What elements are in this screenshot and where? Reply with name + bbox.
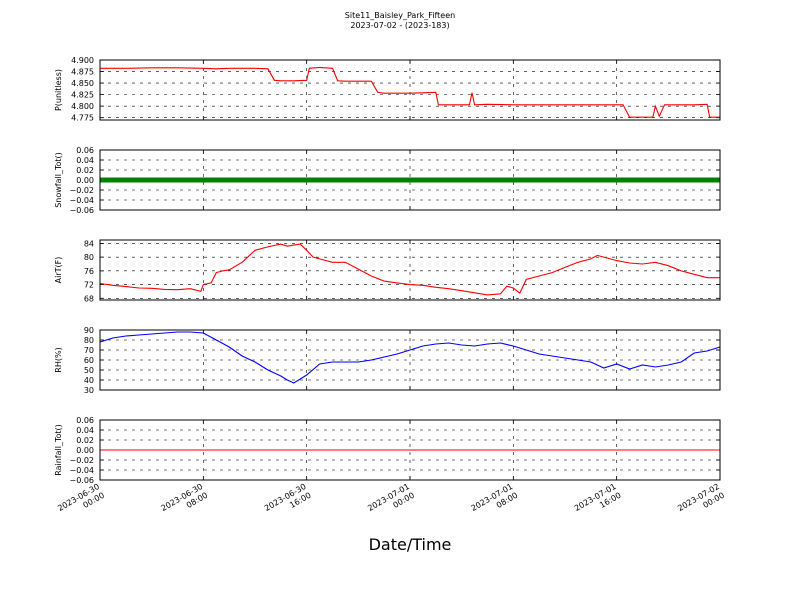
y-tick-label: 0.06 (76, 416, 94, 425)
y-axis-label: P(unitless) (54, 69, 63, 111)
x-tick-label: 2023-07-0116:00 (573, 482, 623, 522)
panel-2: −0.06−0.04−0.020.000.020.040.06 Snowfall_… (54, 146, 721, 215)
panel-frame (99, 59, 721, 121)
y-tick-label: 0.00 (76, 176, 94, 185)
x-tick-label: 2023-07-0108:00 (470, 482, 520, 522)
panel-3: 68 72 76 80 84 AirT(F) (54, 239, 721, 303)
chart-subtitle: 2023-07-02 - (2023-183) (350, 21, 449, 30)
y-tick-label: 0.06 (76, 146, 94, 155)
y-tick-label: 72 (84, 281, 94, 290)
y-tick-label: 0.02 (76, 166, 94, 175)
x-tick-label: 2023-07-0100:00 (366, 482, 416, 522)
panel-frame (99, 329, 721, 391)
y-tick-label: 0.04 (76, 426, 94, 435)
y-tick-label: 4.875 (71, 68, 94, 77)
chart-title: Site11_Baisley_Park_Fifteen (345, 11, 455, 20)
y-tick-label: 0.02 (76, 436, 94, 445)
y-tick-label: 60 (84, 356, 94, 365)
y-tick-label: 80 (84, 336, 94, 345)
panel-frame (99, 419, 721, 481)
y-tick-label: −0.06 (69, 206, 94, 215)
x-tick-label: 2023-06-3000:00 (56, 482, 106, 522)
y-tick-label: 4.800 (71, 102, 94, 111)
x-tick-label: 2023-07-0200:00 (676, 482, 726, 522)
series-line (99, 243, 720, 296)
y-tick-label: 80 (84, 253, 94, 262)
panel-frame (99, 149, 721, 211)
y-tick-label: 4.775 (71, 114, 94, 123)
y-tick-label: 70 (84, 346, 94, 355)
y-axis-label: Snowfall_Tot() (54, 152, 63, 208)
y-tick-label: 0.00 (76, 446, 94, 455)
y-tick-label: −0.02 (69, 186, 94, 195)
y-tick-label: 76 (84, 267, 94, 276)
series-line (99, 331, 721, 384)
y-tick-label: −0.04 (69, 196, 94, 205)
panel-frame (99, 239, 721, 301)
y-tick-label: −0.06 (69, 476, 94, 485)
y-axis-label: AirT(F) (54, 257, 63, 284)
y-tick-label: 4.825 (71, 91, 94, 100)
y-axis-label: RH(%) (54, 347, 63, 372)
x-tick-label: 2023-06-3016:00 (263, 482, 313, 522)
panel-1: 4.775 4.800 4.825 4.850 4.875 4.900 P(unitless… (54, 56, 721, 123)
x-tick-labels: 2023-06-3000:00 2023-06-3008:00 2023-06-30… (56, 482, 726, 522)
y-tick-label: 40 (84, 376, 94, 385)
panels-group: 4.775 4.800 4.825 4.850 4.875 4.900 P(unitless… (54, 56, 721, 485)
y-axis-label: Rainfall_Tot() (54, 424, 63, 476)
series-line (100, 66, 720, 118)
y-tick-label: 90 (84, 326, 94, 335)
y-tick-label: −0.02 (69, 456, 94, 465)
panel-5: −0.06−0.04−0.020.000.020.040.06 Rainfall_… (54, 416, 721, 485)
y-tick-label: 0.04 (76, 156, 94, 165)
y-tick-label: −0.04 (69, 466, 94, 475)
y-tick-label: 50 (84, 366, 94, 375)
y-tick-label: 4.900 (71, 56, 94, 65)
x-axis-label: Date/Time (369, 535, 452, 554)
x-tick-label: 2023-06-3008:00 (160, 482, 210, 522)
y-tick-label: 30 (84, 386, 94, 395)
y-tick-label: 84 (84, 239, 94, 248)
y-tick-label: 68 (84, 294, 94, 303)
y-tick-label: 4.850 (71, 79, 94, 88)
